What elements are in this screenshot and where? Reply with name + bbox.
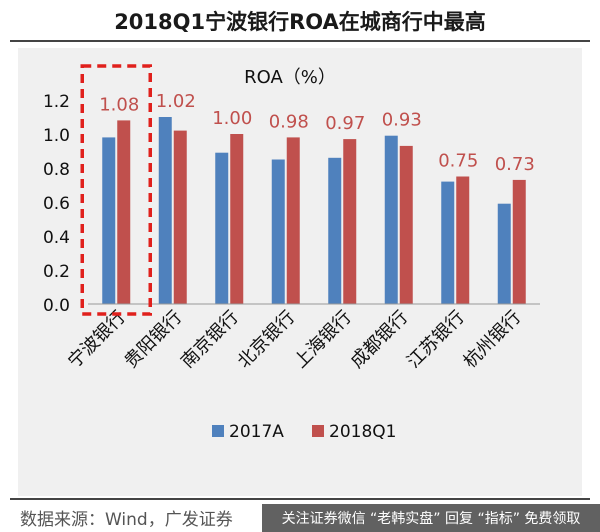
x-tick-label: 宁波银行	[64, 307, 130, 373]
bar-2018q1	[343, 139, 357, 304]
bar-2017a	[497, 203, 511, 304]
bar-2018q1	[399, 145, 413, 304]
x-tick-label: 成都银行	[347, 307, 413, 373]
data-label: 1.00	[212, 108, 252, 129]
data-label: 0.75	[438, 151, 478, 172]
data-label: 1.02	[156, 91, 196, 112]
bar-2018q1	[117, 120, 131, 305]
legend-label-2017a: 2017A	[229, 422, 284, 442]
bar-2017a	[328, 157, 342, 304]
legend-swatch-2017a	[212, 425, 224, 437]
bar-2018q1	[230, 134, 244, 304]
chart-title: 2018Q1宁波银行ROA在城商行中最高	[114, 10, 486, 34]
bar-2017a	[441, 181, 455, 304]
x-tick-label: 贵阳银行	[121, 307, 187, 373]
bar-2017a	[158, 117, 172, 304]
bar-2017a	[384, 135, 398, 304]
y-tick-label: 0.0	[43, 296, 70, 316]
data-label: 0.97	[325, 113, 365, 134]
x-tick-label: 北京银行	[234, 307, 300, 373]
bar-2018q1	[173, 130, 187, 304]
data-source-note: 数据来源：Wind，广发证券	[20, 510, 233, 530]
bar-2018q1	[286, 137, 300, 304]
data-label: 0.73	[495, 154, 535, 175]
bar-2018q1	[456, 176, 470, 304]
bar-2017a	[102, 137, 116, 304]
bar-2017a	[215, 152, 229, 304]
y-tick-label: 0.4	[43, 228, 70, 248]
inner-chart-title: ROA（%）	[244, 67, 336, 88]
y-tick-label: 0.8	[43, 160, 70, 180]
y-tick-label: 1.2	[43, 92, 70, 112]
x-tick-label: 江苏银行	[403, 307, 469, 373]
x-tick-label: 杭州银行	[460, 307, 526, 373]
data-label: 1.08	[99, 94, 139, 115]
y-tick-label: 0.2	[43, 262, 70, 282]
y-tick-label: 0.6	[43, 194, 70, 214]
legend-swatch-2018q1	[312, 425, 324, 437]
x-tick-label: 南京银行	[177, 307, 243, 373]
roa-bar-chart: ROA（%） 0.0 0.2 0.4 0.6 0.8 1.0 1.2 1.08 1.02 1.00 0…	[43, 64, 540, 442]
footer-divider	[10, 498, 590, 500]
legend-label-2018q1: 2018Q1	[329, 422, 396, 442]
title-divider	[10, 40, 590, 42]
y-tick-label: 1.0	[43, 126, 70, 146]
bar-2017a	[271, 159, 285, 304]
data-label: 0.98	[269, 111, 309, 132]
data-label: 0.93	[382, 110, 422, 131]
bar-2018q1	[512, 179, 526, 304]
highlight-box	[80, 64, 152, 316]
watermark-banner: 关注证券微信 “老韩实盘” 回复 “指标” 免费领取	[262, 504, 600, 532]
x-tick-label: 上海银行	[290, 307, 356, 373]
